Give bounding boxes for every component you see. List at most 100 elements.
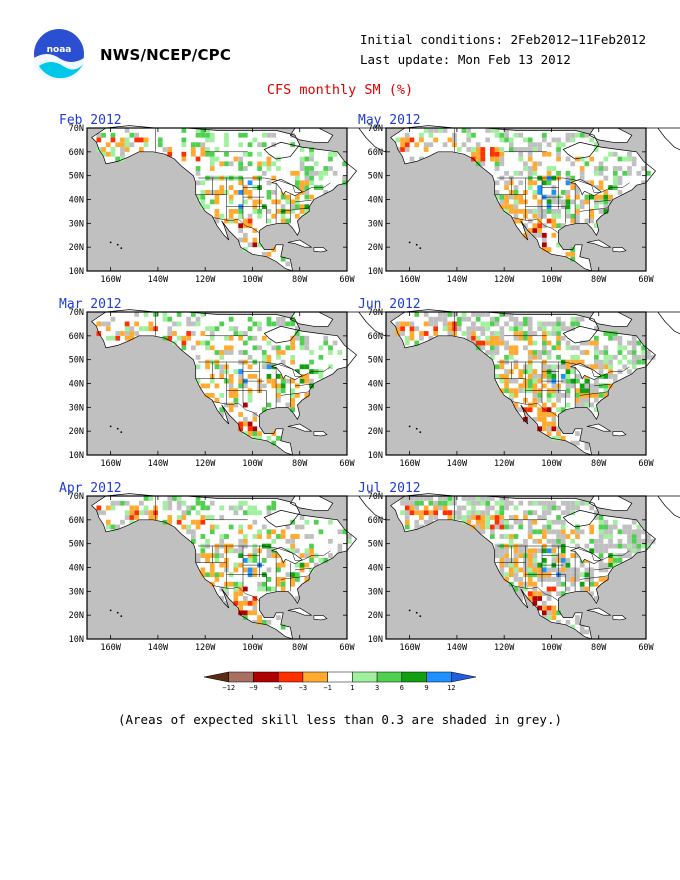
anomaly-cell	[617, 529, 623, 535]
anomaly-cell	[214, 397, 220, 403]
anomaly-cell	[191, 345, 196, 351]
anomaly-cell	[280, 577, 286, 582]
anomaly-cell	[575, 185, 580, 190]
anomaly-cell	[556, 431, 561, 436]
anomaly-cell	[537, 538, 542, 544]
anomaly-cell	[631, 340, 637, 346]
anomaly-cell	[518, 132, 524, 138]
anomaly-cell	[579, 204, 585, 210]
anomaly-cell	[419, 496, 424, 501]
lat-label: 70N	[69, 124, 84, 134]
anomaly-cell	[603, 383, 609, 389]
anomaly-cell	[518, 180, 524, 186]
anomaly-cell	[537, 412, 542, 417]
land-greenland	[646, 496, 680, 518]
anomaly-cell	[537, 397, 542, 403]
anomaly-cell	[148, 496, 154, 501]
anomaly-cell	[276, 374, 281, 379]
anomaly-cell	[195, 553, 201, 558]
anomaly-cell	[328, 151, 333, 157]
anomaly-cell	[143, 326, 149, 332]
anomaly-cell	[295, 562, 300, 568]
anomaly-cell	[290, 335, 295, 341]
anomaly-cell	[414, 496, 420, 501]
anomaly-cell	[129, 132, 135, 138]
anomaly-cell	[304, 190, 310, 195]
anomaly-cell	[304, 577, 310, 582]
anomaly-cell	[471, 505, 476, 511]
anomaly-cell	[304, 166, 310, 171]
lat-label: 70N	[69, 308, 84, 318]
anomaly-cell	[243, 132, 248, 138]
anomaly-cell	[295, 331, 300, 336]
anomaly-cell	[575, 500, 580, 506]
anomaly-cell	[504, 137, 509, 143]
anomaly-cell	[551, 345, 557, 351]
anomaly-cell	[532, 383, 538, 389]
anomaly-cell	[542, 345, 547, 351]
anomaly-cell	[537, 407, 542, 413]
anomaly-cell	[518, 581, 524, 587]
anomaly-cell	[612, 374, 618, 379]
anomaly-cell	[205, 345, 210, 351]
anomaly-cell	[271, 345, 277, 351]
anomaly-cell	[290, 581, 295, 587]
anomaly-cell	[584, 577, 590, 582]
anomaly-cell	[257, 431, 262, 436]
anomaly-cell	[224, 161, 229, 167]
anomaly-cell	[129, 510, 135, 516]
anomaly-cell	[172, 321, 177, 327]
colorbar-tick-label: 3	[375, 684, 379, 692]
page-title: CFS monthly SM (%)	[266, 82, 414, 98]
anomaly-cell	[542, 321, 547, 327]
anomaly-cell	[508, 572, 514, 578]
anomaly-cell	[532, 416, 538, 422]
anomaly-cell	[584, 378, 590, 384]
anomaly-cell	[575, 524, 580, 530]
anomaly-cell	[409, 335, 415, 341]
anomaly-cell	[167, 147, 173, 152]
anomaly-cell	[546, 364, 552, 370]
anomaly-cell	[556, 515, 561, 520]
anomaly-cell	[219, 213, 225, 219]
anomaly-cell	[238, 524, 243, 530]
anomaly-cell	[280, 534, 286, 539]
anomaly-cell	[466, 137, 472, 143]
coastline	[390, 309, 656, 456]
anomaly-cell	[238, 529, 243, 535]
anomaly-cell	[589, 213, 594, 219]
anomaly-cell	[504, 321, 509, 327]
anomaly-cell	[233, 567, 239, 573]
anomaly-cell	[304, 204, 310, 210]
anomaly-cell	[527, 548, 533, 554]
anomaly-cell	[584, 402, 590, 408]
anomaly-cell	[598, 369, 604, 374]
anomaly-cell	[537, 591, 542, 597]
anomaly-cell	[252, 374, 258, 379]
anomaly-cell	[641, 350, 646, 355]
anomaly-cell	[608, 562, 613, 568]
anomaly-cell	[214, 558, 220, 563]
land-baffin	[589, 496, 632, 511]
anomaly-cell	[176, 321, 182, 327]
anomaly-cell	[527, 529, 533, 535]
anomaly-cell	[546, 247, 552, 252]
anomaly-cell	[461, 515, 467, 520]
anomaly-cell	[594, 510, 599, 516]
anomaly-cell	[579, 624, 585, 630]
anomaly-cell	[337, 350, 343, 355]
anomaly-cell	[110, 132, 116, 138]
land-greenland	[347, 496, 395, 520]
political-border	[511, 585, 559, 602]
coastline	[289, 495, 334, 511]
anomaly-cell	[219, 393, 225, 398]
anomaly-cell	[508, 204, 514, 210]
anomaly-cell	[475, 519, 481, 525]
anomaly-cell	[285, 402, 291, 408]
anomaly-cell	[257, 510, 262, 516]
lat-label: 10N	[69, 635, 84, 645]
anomaly-cell	[290, 397, 295, 403]
anomaly-cell	[442, 142, 448, 148]
anomaly-cell	[518, 383, 524, 389]
anomaly-cell	[508, 345, 514, 351]
